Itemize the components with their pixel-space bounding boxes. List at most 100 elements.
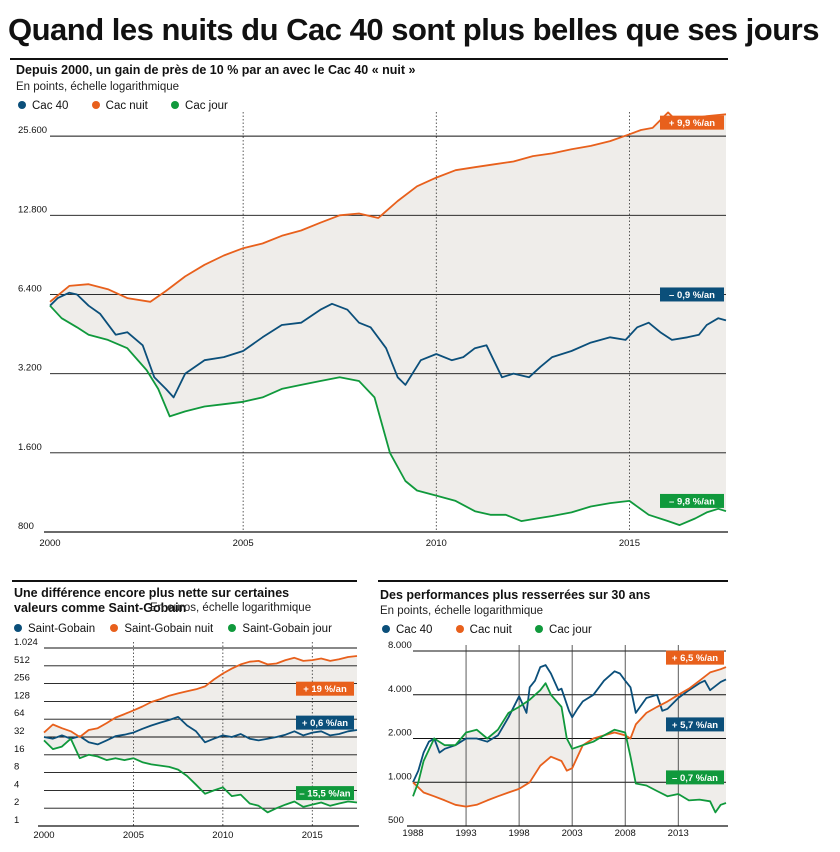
main-tag-label-nuit: + 9,9 %/an <box>669 118 715 129</box>
legend-label-cac-jour: Cac jour <box>185 100 228 112</box>
legend-swatch-saint-gobain-jour <box>228 623 237 632</box>
main-series-nuit <box>49 111 727 303</box>
thirty-years-top-rule <box>378 580 728 582</box>
30y-xtick-label: 1998 <box>509 828 530 839</box>
legend-item-cac-jour: Cac jour <box>171 100 228 112</box>
legend-item-saint-gobain-nuit: Saint-Gobain nuit <box>110 623 213 635</box>
sg-ytick-label: 8 <box>14 762 19 773</box>
legend-item-cac40-30y: Cac 40 <box>382 624 432 636</box>
main-tag-bg-jour <box>660 493 724 508</box>
30y-xtick-label: 2008 <box>615 828 636 839</box>
legend-item-cac40: Cac 40 <box>18 100 68 112</box>
30y-series-nuit <box>412 666 727 808</box>
legend-swatch-saint-gobain-nuit <box>110 623 119 632</box>
headline: Quand les nuits du Cac 40 sont plus bell… <box>8 12 819 47</box>
30y-series-jour <box>412 682 727 814</box>
30y-tag-bg-jour <box>666 770 724 785</box>
main-chart-legend: Cac 40 Cac nuit Cac jour <box>18 100 248 112</box>
30y-ytick-label: 1.000 <box>388 771 412 782</box>
legend-label-cac-nuit: Cac nuit <box>105 100 148 112</box>
legend-swatch-cac40 <box>18 100 26 109</box>
sg-tag-bg-nuit <box>296 681 354 696</box>
main-ytick-label: 12.800 <box>18 204 47 215</box>
sg-ytick-label: 512 <box>14 655 30 666</box>
main-series-cac40 <box>49 291 727 399</box>
legend-item-cac-nuit: Cac nuit <box>91 100 148 112</box>
sg-xtick-label: 2010 <box>212 830 233 841</box>
thirty-years-legend: Cac 40 Cac nuit Cac jour <box>382 624 612 636</box>
main-tag-bg-cac40 <box>660 287 724 302</box>
main-ytick-label: 6.400 <box>18 283 42 294</box>
legend-item-saint-gobain-jour: Saint-Gobain jour <box>228 623 332 635</box>
sg-band-area <box>44 656 357 813</box>
30y-xtick-label: 2003 <box>562 828 583 839</box>
sg-series-nuit <box>43 655 358 738</box>
main-ytick-label: 800 <box>18 521 34 532</box>
main-chart-title: Depuis 2000, un gain de près de 10 % par… <box>16 63 416 77</box>
legend-label-saint-gobain-jour: Saint-Gobain jour <box>242 623 332 635</box>
30y-tag-label-nuit: + 6,5 %/an <box>672 653 718 664</box>
sg-ytick-label: 1 <box>14 815 19 826</box>
sg-ytick-label: 1.024 <box>14 637 38 648</box>
saint-gobain-title: Une différence encore plus nette sur cer… <box>14 586 290 615</box>
sg-ytick-label: 64 <box>14 708 25 719</box>
main-ytick-label: 1.600 <box>18 442 42 453</box>
30y-ytick-label: 8.000 <box>388 640 412 651</box>
saint-gobain-subtitle: En euros, échelle logarithmique <box>150 602 312 614</box>
legend-label-cac40-30y: Cac 40 <box>396 624 433 636</box>
sg-tag-label-nuit: + 19 %/an <box>303 684 347 695</box>
sg-plot: 1 2 4 8 16 32 64 128 256 512 1.024 2000 2005 2010 2015… <box>14 637 359 841</box>
30y-ytick-label: 500 <box>388 815 404 826</box>
saint-gobain-legend: Saint-Gobain Saint-Gobain nuit Saint-Gob… <box>14 623 332 635</box>
main-tag-bg-nuit <box>660 115 724 130</box>
main-chart-subtitle: En points, échelle logarithmique <box>16 81 180 93</box>
30y-tag-label-jour: – 0,7 %/an <box>672 773 718 784</box>
legend-item-saint-gobain: Saint-Gobain <box>14 623 95 635</box>
sg-ytick-label: 32 <box>14 726 25 737</box>
sg-tag-bg-cac40 <box>296 715 354 730</box>
30y-xtick-label: 1993 <box>455 828 476 839</box>
main-chart-panel: Depuis 2000, un gain de près de 10 % par… <box>10 58 728 112</box>
legend-swatch-cac-jour-30y <box>535 624 544 633</box>
sg-tag-bg-jour <box>296 786 354 801</box>
main-chart-top-rule <box>10 58 728 60</box>
legend-swatch-cac-nuit <box>91 100 100 109</box>
legend-label-cac-nuit-30y: Cac nuit <box>469 624 512 636</box>
30y-xtick-label: 1988 <box>402 828 423 839</box>
sg-ytick-label: 4 <box>14 779 19 790</box>
legend-label-cac-jour-30y: Cac jour <box>549 624 592 636</box>
sg-xtick-label: 2005 <box>123 830 144 841</box>
main-xtick-label: 2010 <box>426 538 447 549</box>
legend-swatch-saint-gobain <box>14 623 22 632</box>
thirty-years-title: Des performances plus resserrées sur 30 … <box>380 588 651 602</box>
sg-ytick-label: 128 <box>14 690 30 701</box>
30y-tag-bg-cac40 <box>666 717 724 732</box>
sg-ytick-label: 16 <box>14 744 25 755</box>
main-series-jour <box>49 305 727 526</box>
30y-tag-bg-nuit <box>666 650 724 665</box>
legend-swatch-cac-jour <box>171 100 180 109</box>
thirty-years-subtitle: En points, échelle logarithmique <box>380 605 544 617</box>
sg-series-jour <box>43 737 358 814</box>
30y-tag-label-cac40: + 5,7 %/an <box>672 720 718 731</box>
30y-band-area <box>413 667 726 813</box>
30y-ytick-label: 2.000 <box>388 728 412 739</box>
main-xtick-label: 2005 <box>233 538 254 549</box>
main-xtick-label: 2015 <box>619 538 640 549</box>
sg-series-cac40 <box>43 716 358 746</box>
main-xtick-label: 2000 <box>39 538 60 549</box>
legend-item-cac-jour-30y: Cac jour <box>535 624 592 636</box>
legend-label-cac40: Cac 40 <box>32 100 69 112</box>
main-tag-label-cac40: – 0,9 %/an <box>669 290 715 301</box>
legend-swatch-cac40-30y <box>382 624 390 633</box>
30y-plot: 500 1.000 2.000 4.000 8.000 1988 1993 1998 2003 2… <box>388 640 728 839</box>
main-band-area <box>50 112 726 526</box>
legend-swatch-cac-nuit-30y <box>455 624 464 633</box>
saint-gobain-top-rule <box>12 580 357 582</box>
main-ytick-label: 3.200 <box>18 363 42 374</box>
sg-tag-label-jour: – 15,5 %/an <box>299 789 350 800</box>
main-plot: 800 1.600 3.200 6.400 12.800 25.600 2000 2005 20… <box>18 111 728 549</box>
legend-item-cac-nuit-30y: Cac nuit <box>455 624 512 636</box>
